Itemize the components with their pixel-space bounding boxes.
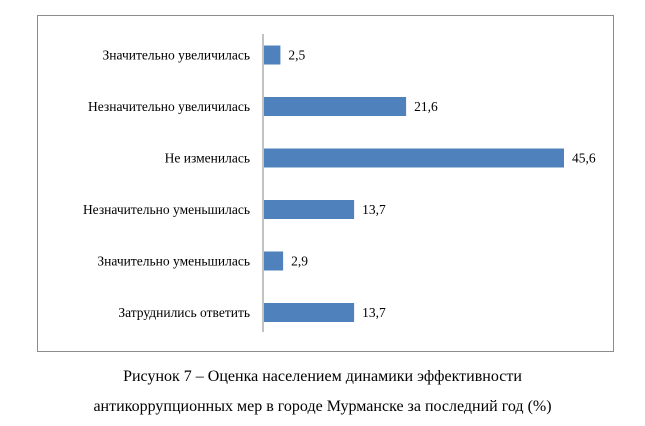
category-label-4: Незначительно уменьшилась bbox=[83, 202, 250, 217]
value-label-1: 2,5 bbox=[288, 48, 305, 63]
category-label-1: Значительно увеличилась bbox=[103, 48, 250, 63]
category-label-5: Значительно уменьшилась bbox=[97, 254, 250, 269]
category-label-2: Незначительно увеличилась bbox=[88, 99, 250, 114]
bar-3 bbox=[264, 148, 564, 168]
value-label-5: 2,9 bbox=[291, 254, 308, 269]
value-label-2: 21,6 bbox=[414, 99, 438, 114]
chart-frame bbox=[37, 15, 614, 352]
caption-line-1: Рисунок 7 – Оценка населением динамики э… bbox=[123, 368, 522, 385]
figure-caption: Рисунок 7 – Оценка населением динамики э… bbox=[0, 362, 645, 422]
value-label-6: 13,7 bbox=[362, 305, 386, 320]
bar-1 bbox=[264, 45, 281, 65]
bar-6 bbox=[264, 303, 355, 322]
category-label-6: Затруднились ответить bbox=[118, 305, 250, 320]
category-label-3: Не изменилась bbox=[165, 151, 250, 166]
bar-chart: Значительно увеличилась 2,5 Незначительно … bbox=[83, 34, 596, 332]
value-label-4: 13,7 bbox=[362, 202, 386, 217]
value-label-3: 45,6 bbox=[572, 151, 596, 166]
bar-5 bbox=[264, 251, 284, 271]
bar-4 bbox=[264, 200, 355, 219]
caption-line-2: антикоррупционных мер в городе Мурманске… bbox=[93, 398, 552, 415]
bar-2 bbox=[264, 97, 407, 116]
bars-group: Значительно увеличилась 2,5 Незначительно … bbox=[83, 45, 596, 322]
